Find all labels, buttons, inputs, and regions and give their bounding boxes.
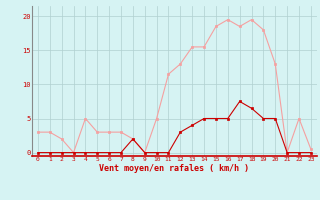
X-axis label: Vent moyen/en rafales ( km/h ): Vent moyen/en rafales ( km/h ) xyxy=(100,164,249,173)
